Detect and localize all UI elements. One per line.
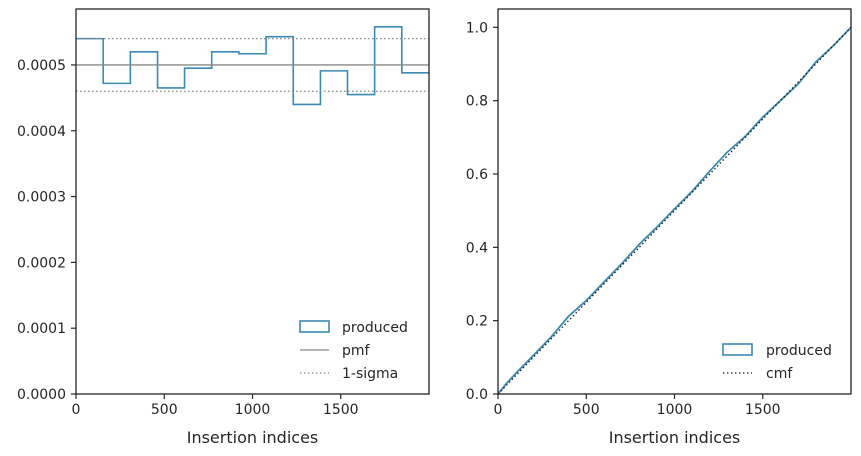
left-y-tick-label: 0.0004 [17, 124, 66, 140]
left-y-tick-label: 0.0001 [17, 321, 66, 337]
right-y-tick-label: 0.6 [466, 167, 488, 183]
right-legend: produced cmf [722, 343, 832, 382]
legend-cmf-label: cmf [766, 366, 793, 382]
right-y-tick-label: 1.0 [466, 20, 488, 36]
left-series-produced-step [76, 25, 429, 106]
right-series-produced-line [497, 26, 852, 395]
right-y-tick-label: 0.8 [466, 94, 488, 110]
left-y-tick-label: 0.0000 [17, 387, 66, 403]
legend-produced-swatch [722, 343, 753, 356]
right-y-tick-label: 0.2 [466, 314, 488, 330]
right-y-tick-label: 0.4 [466, 240, 488, 256]
left-y-ticks: 0.0000 0.0001 0.0002 0.0003 0.0004 0.0005 [17, 58, 76, 403]
right-x-tick-label: 1000 [657, 402, 693, 418]
left-x-tick-label: 1500 [323, 402, 359, 418]
legend-produced-label: produced [766, 343, 832, 359]
right-x-tick-label: 0 [494, 402, 503, 418]
right-y-tick-label: 0.0 [466, 387, 488, 403]
left-chart-marks [76, 25, 429, 106]
left-plot-frame [75, 8, 430, 395]
legend-1-sigma-label: 1-sigma [342, 366, 398, 382]
left-x-tick-label: 500 [151, 402, 178, 418]
left-y-tick-label: 0.0003 [17, 190, 66, 206]
left-x-tick-label: 1000 [235, 402, 271, 418]
legend-produced-swatch [299, 320, 330, 333]
right-y-ticks: 0.0 0.2 0.4 0.6 0.8 1.0 [466, 20, 498, 403]
right-x-ticks: 0 500 1000 1500 [494, 394, 781, 418]
left-chart-panel: 0 500 1000 1500 0.00000.00010.00020.00030.0… [17, 8, 430, 447]
right-chart-panel: 0 500 1000 1500 0.0 0.2 0.4 0.6 0.8 1.0 Insertio… [466, 8, 852, 447]
left-legend: produced pmf 1-sigma [299, 320, 408, 382]
right-x-tick-label: 1500 [745, 402, 781, 418]
left-y-tick-label: 0.0005 [17, 58, 66, 74]
legend-pmf-label: pmf [342, 343, 371, 359]
left-y-tick-label: 0.0002 [17, 255, 66, 271]
right-series-cmf-line [497, 26, 852, 395]
legend-produced-label: produced [342, 320, 408, 336]
left-x-axis-title: Insertion indices [187, 428, 319, 447]
right-chart-marks [497, 26, 852, 395]
right-x-axis-title: Insertion indices [609, 428, 741, 447]
left-x-ticks: 0 500 1000 1500 [72, 394, 359, 418]
left-x-tick-label: 0 [72, 402, 81, 418]
right-x-tick-label: 500 [573, 402, 600, 418]
